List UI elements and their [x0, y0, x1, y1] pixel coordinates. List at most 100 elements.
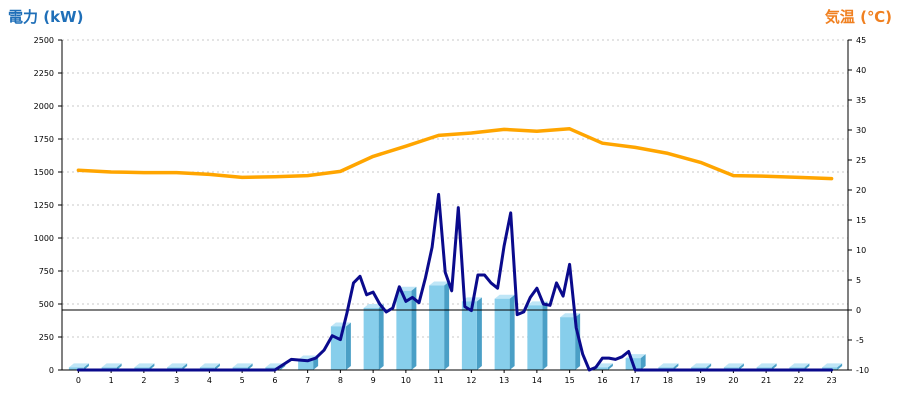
- bar: [429, 281, 450, 370]
- y-left-tick-label: 1500: [34, 168, 54, 177]
- bar-side: [706, 363, 712, 370]
- y-right-tick-label: 45: [856, 36, 866, 45]
- bar-top: [822, 363, 843, 368]
- bar-side: [804, 363, 810, 370]
- x-tick-label: 10: [401, 376, 411, 385]
- x-tick-label: 0: [76, 376, 81, 385]
- x-tick-label: 23: [827, 376, 837, 385]
- y-left-tick-label: 2500: [34, 36, 54, 45]
- bar-side: [149, 363, 155, 370]
- bar-side: [83, 363, 89, 370]
- y-right-tick-label: 15: [856, 216, 866, 225]
- x-tick-label: 6: [272, 376, 277, 385]
- bar: [494, 294, 515, 370]
- bar-side: [182, 363, 188, 370]
- bar-top: [494, 294, 515, 299]
- bar-side: [214, 363, 220, 370]
- bar-side: [607, 363, 613, 370]
- tick-labels: 02505007501000125015001750200022502500-1…: [34, 36, 869, 385]
- bar: [560, 313, 581, 370]
- x-tick-label: 15: [565, 376, 575, 385]
- bar: [396, 286, 417, 370]
- bar-front: [560, 317, 576, 370]
- bar-side: [771, 363, 777, 370]
- x-tick-label: 1: [109, 376, 114, 385]
- y-right-tick-label: 35: [856, 96, 866, 105]
- bar: [363, 303, 384, 370]
- bar: [461, 297, 482, 370]
- temperature-line: [76, 127, 834, 181]
- bar-top: [199, 363, 220, 368]
- y-right-tick-label: 20: [856, 186, 866, 195]
- y-left-tick-label: 2250: [34, 69, 54, 78]
- x-tick-label: 9: [371, 376, 376, 385]
- x-tick-label: 16: [597, 376, 607, 385]
- x-tick-label: 17: [630, 376, 640, 385]
- y-right-tick-label: 25: [856, 156, 866, 165]
- bar-front: [429, 285, 445, 370]
- bar-side: [673, 363, 679, 370]
- right-axis-title: 気温 (℃): [825, 8, 892, 26]
- y-right-tick-label: 0: [856, 306, 861, 315]
- bar-top: [461, 297, 482, 302]
- power-line: [76, 192, 834, 372]
- x-tick-label: 20: [728, 376, 738, 385]
- x-tick-label: 3: [174, 376, 179, 385]
- x-tick-label: 2: [141, 376, 146, 385]
- y-right-tick-label: -10: [856, 366, 869, 375]
- axes: [58, 39, 852, 373]
- left-axis-title: 電力 (kW): [8, 8, 83, 26]
- x-tick-label: 4: [207, 376, 212, 385]
- bar-front: [330, 326, 346, 370]
- bar-top: [691, 363, 712, 368]
- grid-lines: [62, 39, 848, 338]
- x-tick-label: 18: [663, 376, 673, 385]
- y-right-tick-label: 40: [856, 66, 866, 75]
- bar-front: [396, 290, 412, 370]
- y-left-tick-label: 2000: [34, 102, 54, 111]
- bar-series: [68, 281, 843, 370]
- x-tick-label: 22: [794, 376, 804, 385]
- bar-side: [837, 363, 843, 370]
- y-left-tick-label: 0: [49, 366, 54, 375]
- bar-side: [116, 363, 122, 370]
- bar-front: [592, 367, 608, 370]
- x-tick-label: 11: [434, 376, 444, 385]
- bar-front: [68, 367, 84, 370]
- bar-front: [494, 298, 510, 370]
- y-left-tick-label: 1250: [34, 201, 54, 210]
- bar-side: [640, 354, 646, 370]
- y-left-tick-label: 1750: [34, 135, 54, 144]
- x-tick-label: 5: [240, 376, 245, 385]
- bar-top: [68, 363, 89, 368]
- x-tick-label: 12: [466, 376, 476, 385]
- y-left-tick-label: 500: [39, 300, 54, 309]
- y-right-tick-label: -5: [856, 336, 864, 345]
- x-tick-label: 13: [499, 376, 509, 385]
- bar-top: [167, 363, 188, 368]
- bar-front: [527, 305, 543, 370]
- bar-top: [756, 363, 777, 368]
- bar-side: [509, 294, 515, 370]
- bar-top: [658, 363, 679, 368]
- bar-top: [789, 363, 810, 368]
- bar-top: [134, 363, 155, 368]
- bar-front: [363, 307, 379, 370]
- bar: [330, 322, 351, 370]
- bar-front: [298, 359, 314, 370]
- y-right-tick-label: 5: [856, 276, 861, 285]
- x-tick-label: 19: [696, 376, 706, 385]
- y-right-tick-label: 30: [856, 126, 866, 135]
- bar-side: [247, 363, 253, 370]
- bar-top: [232, 363, 253, 368]
- line-series: [76, 127, 834, 372]
- bar-side: [444, 281, 450, 370]
- bar: [68, 363, 89, 370]
- bar-side: [411, 286, 417, 370]
- x-tick-label: 21: [761, 376, 771, 385]
- bar: [527, 301, 548, 370]
- y-right-tick-label: 10: [856, 246, 866, 255]
- bar-top: [101, 363, 122, 368]
- y-left-tick-label: 250: [39, 333, 54, 342]
